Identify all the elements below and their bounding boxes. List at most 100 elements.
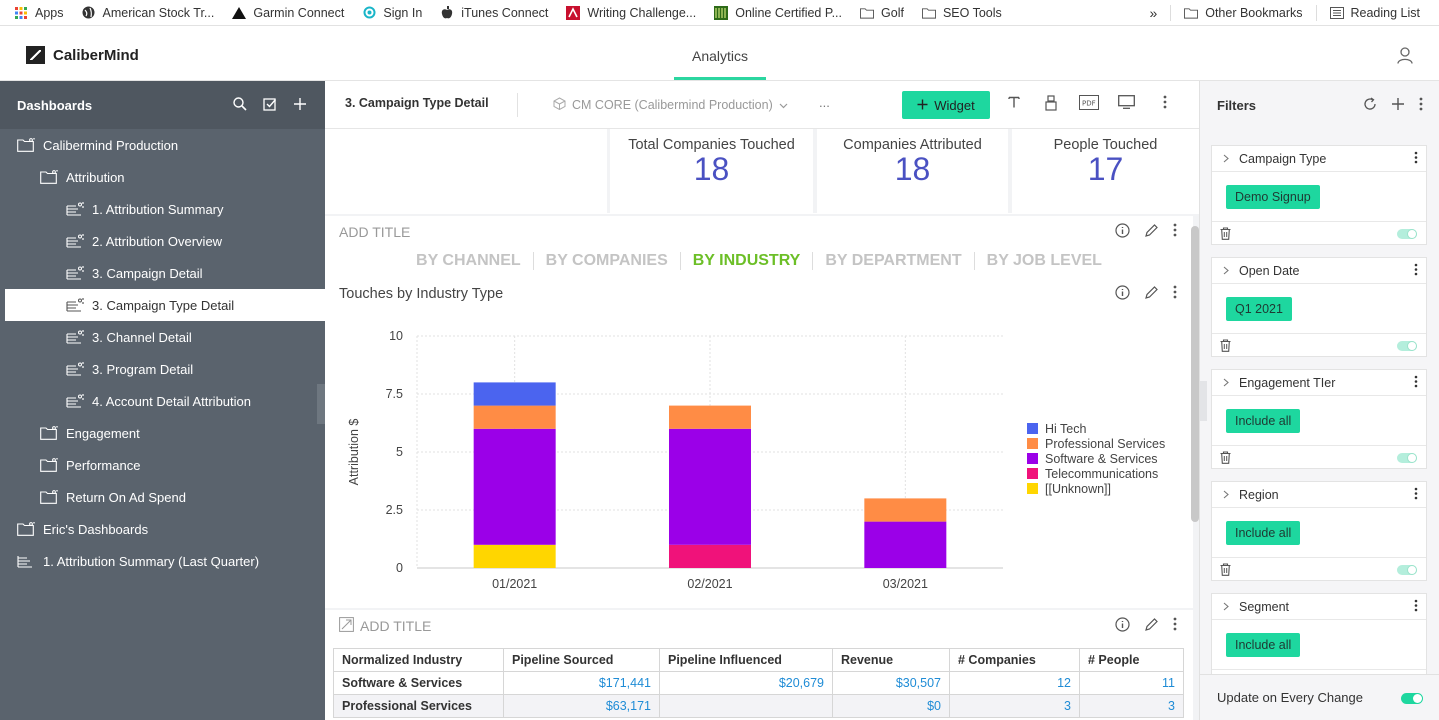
sidebar-item[interactable]: 1. Attribution Summary (Last Quarter)	[0, 545, 325, 577]
filter-value-chip[interactable]: Include all	[1226, 521, 1301, 545]
kebab-menu-icon[interactable]	[1173, 223, 1177, 241]
table-cell[interactable]: 3	[1079, 694, 1184, 718]
presentation-mode-icon[interactable]	[1117, 95, 1135, 113]
kebab-menu-icon[interactable]	[1156, 95, 1174, 113]
filter-enable-toggle[interactable]	[1397, 229, 1417, 239]
tab-analytics[interactable]: Analytics	[674, 27, 766, 80]
kebab-menu-icon[interactable]	[1173, 617, 1177, 635]
kebab-menu-icon[interactable]	[1173, 285, 1177, 303]
table-cell[interactable]: $20,679	[659, 671, 833, 695]
kebab-menu-icon[interactable]	[1414, 263, 1418, 279]
chevron-right-icon[interactable]	[1223, 600, 1229, 614]
kebab-menu-icon[interactable]	[1419, 97, 1423, 114]
bookmark-american-stock[interactable]: American Stock Tr...	[73, 6, 224, 20]
sidebar-item[interactable]: Engagement	[0, 417, 325, 449]
bookmark-apps[interactable]: Apps	[0, 6, 73, 20]
tab-by-channel[interactable]: BY CHANNEL	[416, 252, 521, 269]
trash-icon[interactable]	[1220, 339, 1231, 352]
table-cell[interactable]: $0	[832, 694, 950, 718]
filter-header[interactable]: Engagement TIer	[1212, 370, 1426, 396]
column-header[interactable]: # Companies	[949, 648, 1080, 672]
sidebar-item[interactable]: 3. Campaign Type Detail	[5, 289, 325, 321]
filter-enable-toggle[interactable]	[1397, 453, 1417, 463]
refresh-icon[interactable]	[1363, 97, 1377, 114]
sidebar-item[interactable]: 3. Program Detail	[0, 353, 325, 385]
pdf-export-icon[interactable]: PDF	[1078, 95, 1100, 113]
add-filter-icon[interactable]	[1391, 97, 1405, 114]
vertical-scrollbar[interactable]	[1191, 226, 1199, 522]
sidebar-item[interactable]: 3. Campaign Detail	[0, 257, 325, 289]
filter-enable-toggle[interactable]	[1397, 565, 1417, 575]
kebab-menu-icon[interactable]	[1414, 487, 1418, 503]
filter-value-chip[interactable]: Q1 2021	[1226, 297, 1292, 321]
bookmarks-overflow-button[interactable]: »	[1149, 5, 1158, 21]
checklist-icon[interactable]	[263, 97, 277, 114]
text-tool-icon[interactable]	[1005, 95, 1023, 113]
chevron-right-icon[interactable]	[1223, 152, 1229, 166]
chart-title[interactable]: Touches by Industry Type	[339, 286, 504, 302]
table-row[interactable]: Professional Services $63,171 $0 3 3	[333, 694, 1184, 718]
table-cell[interactable]: $171,441	[503, 671, 660, 695]
table-cell[interactable]: 11	[1079, 671, 1184, 695]
table-row[interactable]: Software & Services $171,441 $20,679 $30,50…	[333, 671, 1184, 695]
column-header[interactable]: Pipeline Sourced	[503, 648, 660, 672]
filter-value-chip[interactable]: Include all	[1226, 409, 1301, 433]
kebab-menu-icon[interactable]	[1414, 375, 1418, 391]
tab-by-industry[interactable]: BY INDUSTRY	[679, 252, 813, 270]
column-header[interactable]: Revenue	[832, 648, 950, 672]
info-icon[interactable]	[1115, 285, 1130, 303]
column-header[interactable]: Normalized Industry	[333, 648, 504, 672]
trash-icon[interactable]	[1220, 227, 1231, 240]
sidebar-item[interactable]: 4. Account Detail Attribution	[0, 385, 325, 417]
kebab-menu-icon[interactable]	[1414, 599, 1418, 615]
filters-collapse-handle[interactable]	[1200, 381, 1207, 421]
tab-by-job-level[interactable]: BY JOB LEVEL	[973, 252, 1114, 270]
bookmark-writing[interactable]: Writing Challenge...	[557, 5, 705, 20]
tab-by-department[interactable]: BY DEPARTMENT	[812, 252, 973, 270]
table-cell[interactable]: 3	[949, 694, 1080, 718]
brand-logo[interactable]: CaliberMind	[26, 46, 139, 64]
edit-pencil-icon[interactable]	[1144, 223, 1159, 241]
filter-header[interactable]: Region	[1212, 482, 1426, 508]
edit-pencil-icon[interactable]	[1144, 617, 1159, 635]
filter-header[interactable]: Segment	[1212, 594, 1426, 620]
datasource-selector[interactable]: CM CORE (Calibermind Production)	[553, 97, 788, 113]
sidebar-item[interactable]: Return On Ad Spend	[0, 481, 325, 513]
bookmark-seo-tools[interactable]: SEO Tools	[913, 6, 1011, 20]
filter-header[interactable]: Campaign Type	[1212, 146, 1426, 172]
filter-enable-toggle[interactable]	[1397, 341, 1417, 351]
widget-title[interactable]: ADD TITLE	[339, 224, 411, 240]
chevron-right-icon[interactable]	[1223, 376, 1229, 390]
table-cell[interactable]	[659, 694, 833, 718]
bookmark-garmin[interactable]: Garmin Connect	[223, 6, 353, 20]
table-cell[interactable]: 12	[949, 671, 1080, 695]
chevron-right-icon[interactable]	[1223, 264, 1229, 278]
filter-header[interactable]: Open Date	[1212, 258, 1426, 284]
sidebar-item[interactable]: 1. Attribution Summary	[0, 193, 325, 225]
sidebar-item[interactable]: Attribution	[0, 161, 325, 193]
expand-icon[interactable]	[339, 617, 354, 635]
table-cell[interactable]: $63,171	[503, 694, 660, 718]
reading-list[interactable]: Reading List	[1321, 6, 1430, 20]
filter-value-chip[interactable]: Demo Signup	[1226, 185, 1320, 209]
update-on-change-toggle[interactable]	[1401, 693, 1423, 704]
more-datasources-button[interactable]: ...	[819, 95, 830, 110]
kebab-menu-icon[interactable]	[1414, 151, 1418, 167]
chevron-right-icon[interactable]	[1223, 488, 1229, 502]
column-header[interactable]: # People	[1079, 648, 1184, 672]
widget-title[interactable]: ADD TITLE	[360, 618, 432, 634]
other-bookmarks[interactable]: Other Bookmarks	[1175, 6, 1311, 20]
table-cell[interactable]: $30,507	[832, 671, 950, 695]
info-icon[interactable]	[1115, 617, 1130, 635]
sidebar-item[interactable]: Eric's Dashboards	[0, 513, 325, 545]
trash-icon[interactable]	[1220, 563, 1231, 576]
tab-by-companies[interactable]: BY COMPANIES	[532, 252, 680, 270]
bookmark-itunes[interactable]: iTunes Connect	[431, 5, 557, 20]
bookmark-sign-in[interactable]: Sign In	[353, 6, 431, 20]
sidebar-item[interactable]: 2. Attribution Overview	[0, 225, 325, 257]
bookmark-online-certified[interactable]: Online Certified P...	[705, 5, 851, 20]
info-icon[interactable]	[1115, 223, 1130, 241]
filter-tool-icon[interactable]	[1042, 95, 1060, 113]
user-profile-icon[interactable]	[1397, 47, 1413, 64]
edit-pencil-icon[interactable]	[1144, 285, 1159, 303]
